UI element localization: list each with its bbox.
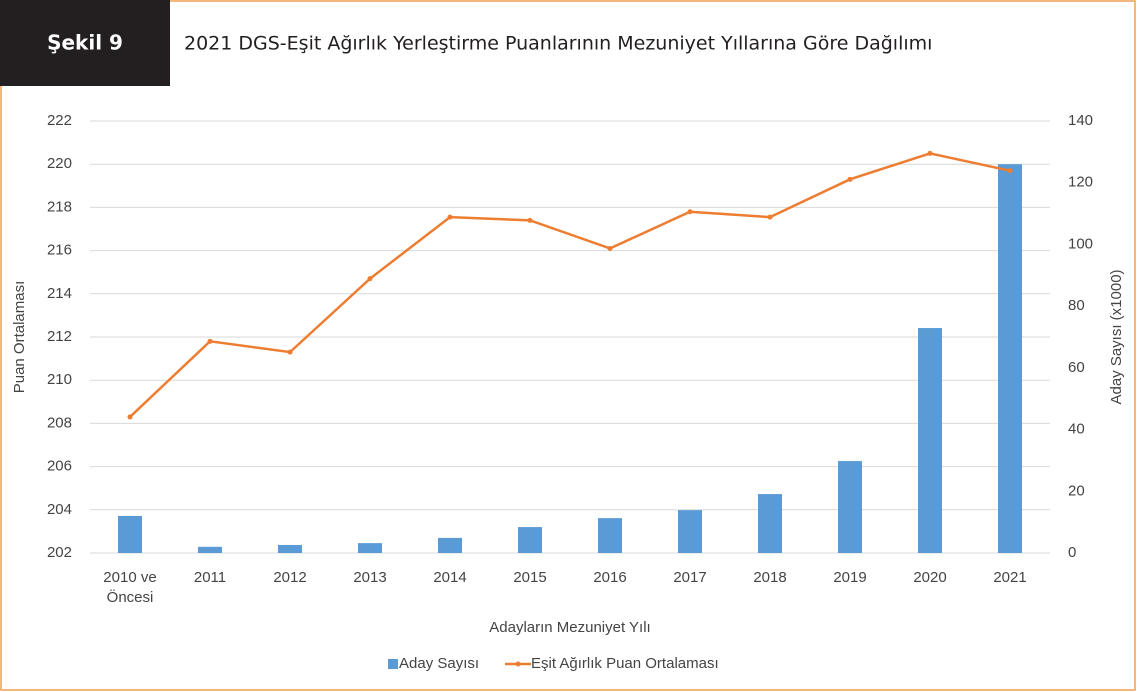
line-point xyxy=(127,414,133,420)
line-point xyxy=(687,209,693,215)
x-tick-label: 2016 xyxy=(593,569,627,586)
y-tick-label: 222 xyxy=(47,112,72,129)
bar xyxy=(918,328,942,553)
legend-label: Aday Sayısı xyxy=(399,655,479,672)
y2-tick-label: 140 xyxy=(1068,112,1093,129)
bar xyxy=(438,537,462,553)
x-tick-label: 2018 xyxy=(753,569,787,586)
line-point xyxy=(607,245,613,251)
bar xyxy=(118,515,142,553)
line-point xyxy=(367,276,373,282)
y-axis-title: Puan Ortalaması xyxy=(11,281,28,394)
legend-swatch xyxy=(388,659,398,669)
bar xyxy=(518,527,542,553)
y2-tick-label: 20 xyxy=(1068,482,1085,499)
figure-label: Şekil 9 xyxy=(47,31,123,55)
bar xyxy=(758,494,782,553)
line-point xyxy=(527,217,533,223)
bar xyxy=(678,510,702,553)
bar xyxy=(278,544,302,553)
x-tick-label: 2011 xyxy=(193,569,227,586)
legend-swatch xyxy=(515,661,521,667)
y2-tick-label: 40 xyxy=(1068,421,1085,438)
line-point xyxy=(927,150,933,156)
line-point xyxy=(287,349,293,355)
y-tick-label: 210 xyxy=(47,371,72,388)
x-tick-label: 2019 xyxy=(833,569,867,586)
bar xyxy=(838,461,862,553)
line-point xyxy=(207,338,213,344)
legend-label: Eşit Ağırlık Puan Ortalaması xyxy=(531,655,719,672)
line-point xyxy=(447,214,453,220)
line-point xyxy=(1007,168,1013,174)
x-tick-label: 2020 xyxy=(913,569,947,586)
y-tick-label: 218 xyxy=(47,198,72,215)
x-tick-label: 2012 xyxy=(273,569,307,586)
y2-tick-label: 60 xyxy=(1068,359,1085,376)
chart-title: 2021 DGS-Eşit Ağırlık Yerleştirme Puanla… xyxy=(184,33,932,55)
line-point xyxy=(847,176,853,182)
x-tick-label: 2014 xyxy=(433,569,467,586)
x-axis-title: Adayların Mezuniyet Yılı xyxy=(489,619,650,636)
line-point xyxy=(767,214,773,220)
figure-label-box xyxy=(0,0,170,86)
line xyxy=(129,152,1011,418)
y-tick-label: 216 xyxy=(47,242,72,259)
y-tick-label: 204 xyxy=(47,501,72,518)
bar xyxy=(998,164,1022,553)
bar xyxy=(198,546,222,553)
y-tick-label: 220 xyxy=(47,155,72,172)
x-tick-label: 2010 ve Öncesi xyxy=(103,569,157,606)
bar xyxy=(358,543,382,553)
x-tick-label: 2017 xyxy=(673,569,707,586)
y-tick-label: 214 xyxy=(47,285,72,302)
y-tick-label: 208 xyxy=(47,414,72,431)
y2-tick-label: 120 xyxy=(1068,174,1093,191)
y2-tick-label: 0 xyxy=(1068,544,1076,561)
y-tick-label: 206 xyxy=(47,458,72,475)
x-tick-label: 2013 xyxy=(353,569,387,586)
y2-axis-title: Aday Sayısı (x1000) xyxy=(1108,269,1125,404)
y2-tick-label: 80 xyxy=(1068,297,1085,314)
x-tick-label: 2021 xyxy=(993,569,1027,586)
y-tick-label: 212 xyxy=(47,328,72,345)
x-tick-label: 2015 xyxy=(513,569,547,586)
y-tick-label: 202 xyxy=(47,544,72,561)
y2-tick-label: 100 xyxy=(1068,235,1093,252)
bar xyxy=(598,518,622,553)
